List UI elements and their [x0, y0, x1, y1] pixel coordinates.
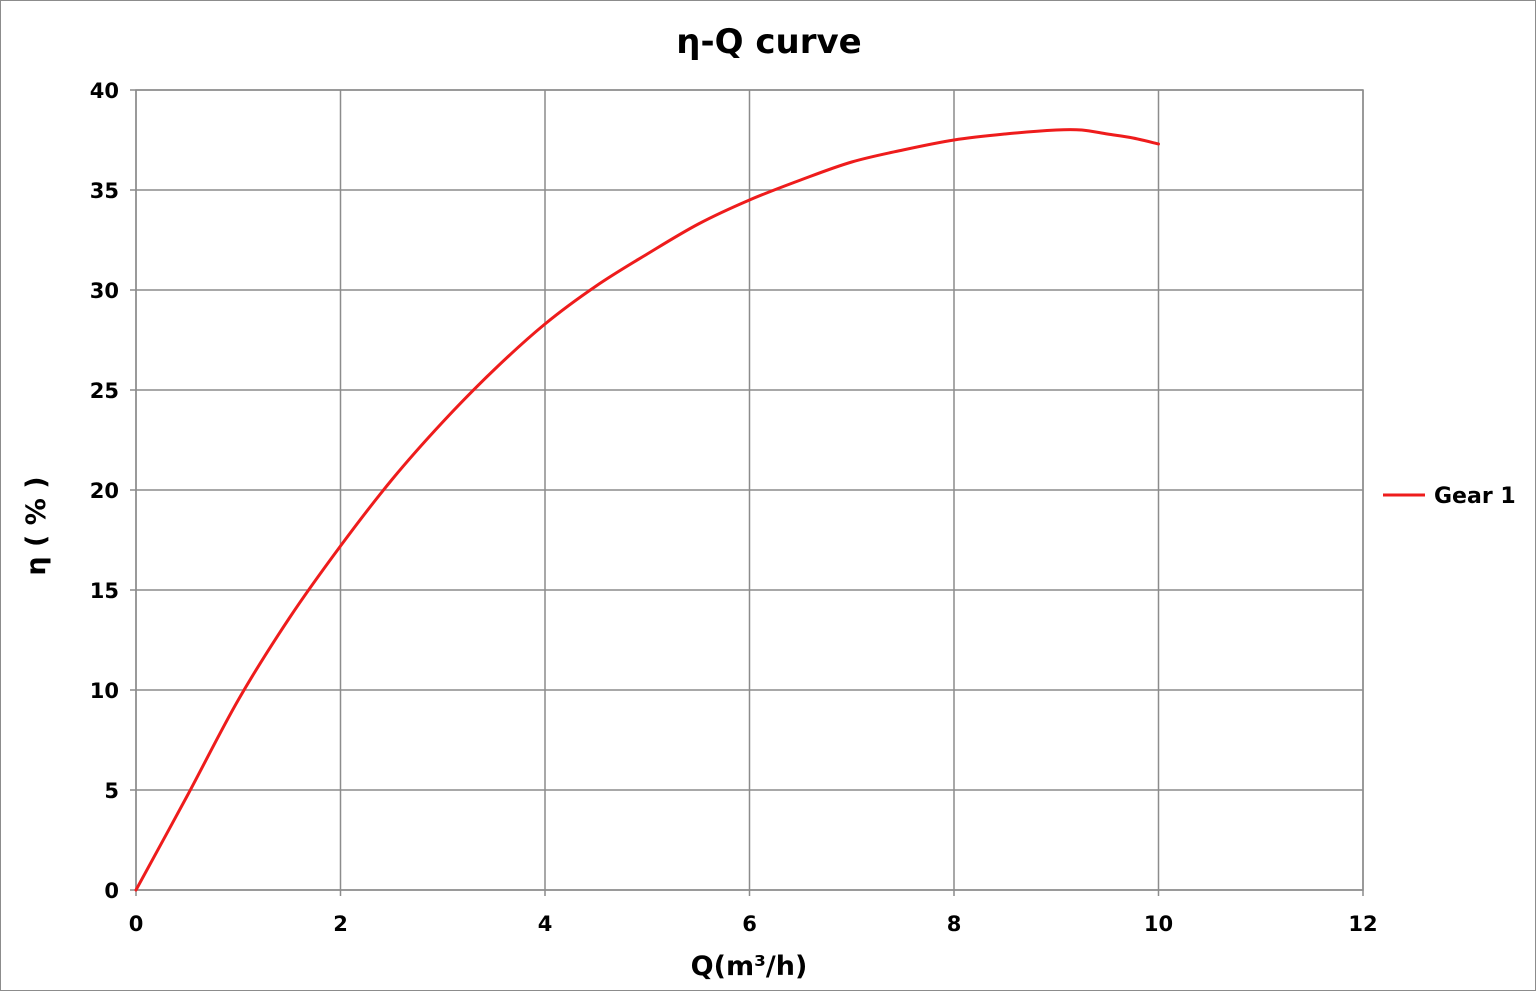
series-line-gear-1	[134, 127, 1160, 892]
y-tick-label: 20	[90, 479, 119, 503]
y-tick-label: 35	[90, 179, 119, 203]
chart-title: η-Q curve	[676, 22, 861, 62]
y-tick-label: 40	[90, 79, 119, 103]
grid-lines	[130, 89, 1364, 896]
tick-labels: 0 2 4 6 8 10 12 0 5 10 15 20 25 30 35 40	[90, 79, 1378, 936]
y-tick-label: 25	[90, 379, 119, 403]
x-axis-title: Q(m³/h)	[691, 951, 808, 982]
y-tick-label: 5	[104, 779, 119, 803]
y-tick-label: 10	[90, 679, 119, 703]
x-tick-label: 4	[538, 912, 553, 936]
legend-label-gear-1: Gear 1	[1434, 484, 1516, 509]
legend: Gear 1	[1383, 484, 1516, 509]
series-layer	[134, 127, 1160, 892]
y-tick-label: 15	[90, 579, 119, 603]
x-tick-label: 0	[129, 912, 144, 936]
x-tick-label: 2	[333, 912, 348, 936]
x-tick-label: 8	[947, 912, 962, 936]
y-axis-title: η ( % )	[21, 476, 52, 575]
x-tick-label: 12	[1348, 912, 1377, 936]
y-tick-label: 30	[90, 279, 119, 303]
x-tick-label: 6	[742, 912, 757, 936]
y-tick-label: 0	[104, 879, 119, 903]
x-tick-label: 10	[1144, 912, 1173, 936]
